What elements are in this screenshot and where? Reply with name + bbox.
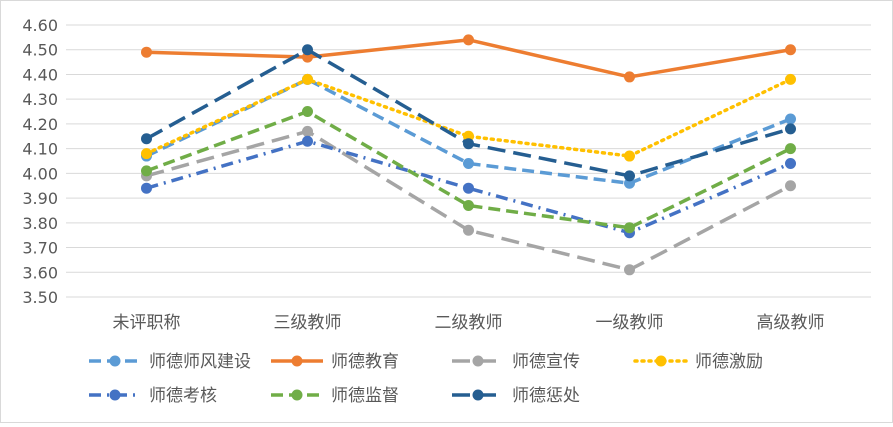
series-6-point-5 — [785, 143, 796, 155]
y-tick-label: 4.40 — [22, 65, 58, 84]
series-line-2 — [146, 38, 791, 79]
series-5-point-2 — [302, 135, 313, 147]
series-6-point-2 — [302, 106, 313, 118]
y-tick-label: 4.20 — [22, 115, 58, 134]
legend-item-3: 师德宣传 — [452, 352, 580, 372]
series-7-point-1 — [141, 133, 152, 145]
y-tick-label: 4.30 — [22, 90, 58, 109]
series-5-point-1 — [141, 182, 152, 194]
series-4-point-5 — [785, 73, 796, 85]
series-line-6 — [145, 109, 792, 230]
legend-item-6: 师德监督 — [271, 386, 399, 406]
y-tick-label: 3.60 — [22, 263, 58, 282]
series-6-point-4 — [624, 222, 635, 234]
y-tick-label: 3.80 — [22, 214, 58, 233]
y-tick-label: 3.90 — [22, 189, 58, 208]
x-tick-label: 高级教师 — [757, 313, 825, 333]
series-3-point-2 — [302, 125, 313, 137]
series-3-point-4 — [624, 264, 635, 276]
legend-label: 师德惩处 — [512, 386, 580, 406]
legend-label: 师德宣传 — [512, 352, 580, 372]
series-3-point-3 — [463, 224, 474, 236]
series-7-point-4 — [624, 170, 635, 182]
legend-label: 师德考核 — [149, 386, 217, 406]
x-tick-label: 三级教师 — [274, 313, 342, 333]
series-3-point-5 — [785, 180, 796, 192]
y-tick-label: 4.50 — [22, 41, 58, 60]
series-2-point-4 — [624, 71, 635, 83]
x-tick-label: 二级教师 — [435, 313, 503, 333]
series-7-point-3 — [463, 138, 474, 150]
series-7-point-2 — [302, 44, 313, 56]
series-5-point-5 — [785, 157, 796, 169]
legend-item-5: 师德考核 — [89, 386, 217, 406]
legend-label: 师德师风建设 — [149, 352, 251, 372]
legend-swatch-marker — [109, 389, 121, 401]
series-1-point-5 — [785, 113, 796, 125]
legend-swatch-marker — [291, 389, 303, 401]
series-5-point-3 — [463, 182, 474, 194]
legend-item-2: 师德教育 — [271, 352, 399, 372]
series-4-point-4 — [624, 150, 635, 162]
legend-label: 师德激励 — [695, 352, 763, 372]
y-tick-label: 3.70 — [22, 239, 58, 258]
legend-swatch-marker — [472, 389, 484, 401]
series-2-point-3 — [463, 34, 474, 46]
x-tick-label: 一级教师 — [596, 313, 664, 333]
legend-label: 师德教育 — [331, 352, 399, 372]
series-2-point-5 — [785, 44, 796, 56]
series-7-point-5 — [785, 123, 796, 135]
series-line-4 — [144, 77, 793, 158]
legend-swatch-marker — [655, 355, 667, 367]
legend-item-7: 师德惩处 — [452, 386, 580, 406]
y-tick-label: 3.50 — [22, 288, 58, 307]
legend-item-1: 师德师风建设 — [89, 352, 251, 372]
legend-swatch-marker — [472, 355, 484, 367]
series-4-point-1 — [141, 148, 152, 160]
y-tick-label: 4.00 — [22, 164, 58, 183]
y-tick-label: 4.10 — [22, 140, 58, 159]
x-tick-label: 未评职称 — [113, 313, 181, 333]
legend-swatch-marker — [109, 355, 121, 367]
legend-label: 师德监督 — [331, 386, 399, 406]
series-1-point-3 — [463, 157, 474, 169]
legend-swatch-marker — [291, 355, 303, 367]
series-2-point-1 — [141, 46, 152, 58]
series-4-point-2 — [302, 73, 313, 85]
series-6-point-3 — [463, 200, 474, 212]
legend-item-4: 师德激励 — [633, 352, 763, 372]
series-6-point-1 — [141, 165, 152, 177]
series-line-5 — [146, 139, 792, 235]
series-line-7 — [145, 47, 791, 178]
y-tick-label: 4.60 — [22, 16, 58, 35]
